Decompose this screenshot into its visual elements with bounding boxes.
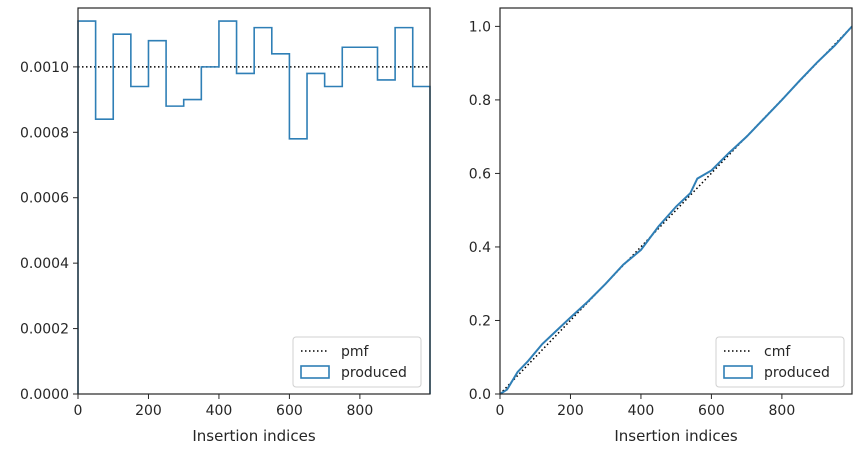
legend-swatch-produced (723, 365, 753, 379)
legend-label-produced: produced (341, 365, 407, 381)
legend-box (715, 336, 845, 388)
x-tick-label: 0 (74, 403, 83, 419)
y-tick-label: 0.0006 (20, 191, 69, 207)
legend: pmf produced (292, 336, 422, 388)
y-tick-label: 0.4 (469, 240, 491, 256)
legend-label-produced: produced (764, 365, 830, 381)
x-tick-label: 0 (496, 403, 505, 419)
y-tick-label: 1.0 (469, 19, 491, 35)
axes-frame (499, 7, 853, 395)
axes-frame (77, 7, 431, 395)
series-produced-step (77, 20, 431, 394)
x-tick-label: 200 (135, 403, 162, 419)
x-tick-label: 600 (698, 403, 725, 419)
x-tick-label: 600 (276, 403, 303, 419)
y-tick-label: 0.0 (469, 387, 491, 403)
legend-label-pmf: pmf (341, 344, 370, 360)
y-tick-label: 0.0002 (20, 322, 69, 338)
y-tick-label: 0.8 (469, 93, 491, 109)
legend: cmf produced (715, 336, 845, 388)
x-tick-label: 800 (347, 403, 374, 419)
legend-label-cmf: cmf (764, 344, 791, 360)
legend-swatch-produced (300, 365, 330, 379)
y-tick-label: 0.6 (469, 166, 491, 182)
chart-panel-2: 0 200 400 600 800 0.0 0.2 0.4 0.6 0.8 1.0 Insertion… (469, 7, 853, 445)
y-tick-label: 0.2 (469, 313, 491, 329)
x-tick-label: 800 (769, 403, 796, 419)
y-tick-label: 0.0004 (20, 256, 69, 272)
x-axis-label: Insertion indices (192, 427, 315, 445)
y-tick-label: 0.0008 (20, 125, 69, 141)
series-produced-line (499, 25, 853, 395)
x-tick-label: 400 (628, 403, 655, 419)
x-axis-label: Insertion indices (614, 427, 737, 445)
y-tick-label: 0.0000 (20, 387, 69, 403)
x-tick-label: 400 (206, 403, 233, 419)
y-tick-label: 0.0010 (20, 60, 69, 76)
x-tick-label: 200 (557, 403, 584, 419)
chart-panel-1: 0 200 400 600 800 0.0000 0.0002 0.0004 0.0006 0.0… (20, 7, 431, 445)
legend-box (292, 336, 422, 388)
